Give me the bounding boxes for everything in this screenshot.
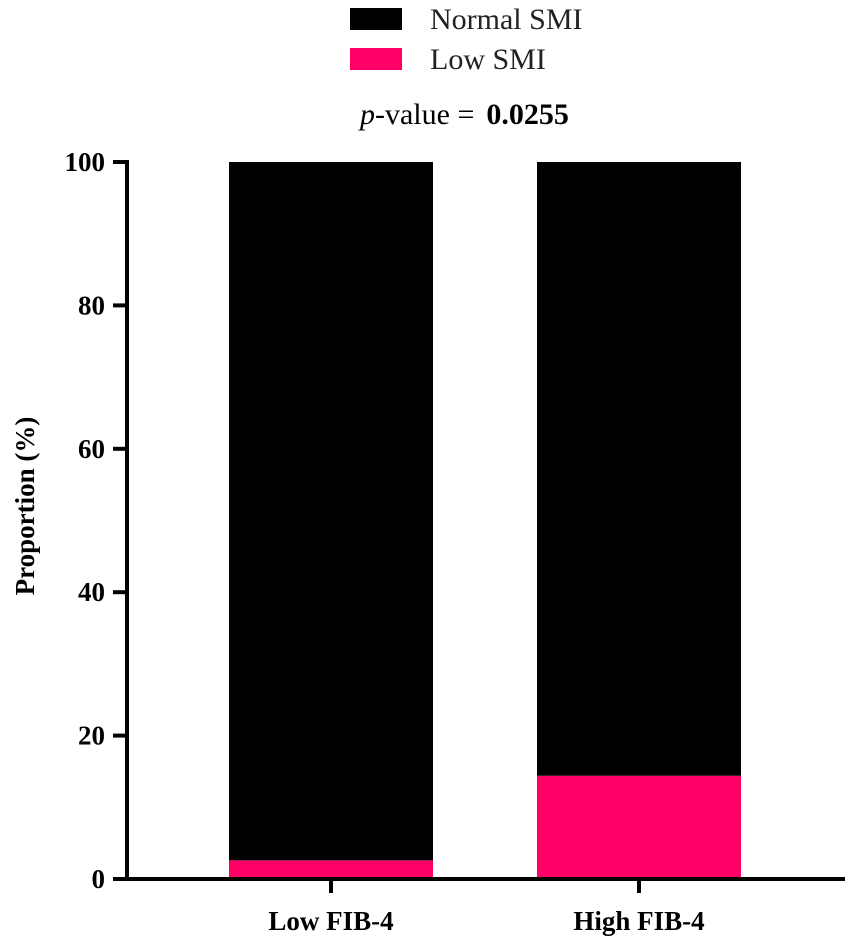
p-value-italic: p bbox=[358, 98, 375, 131]
p-value-annotation: p-value = 0.0255 bbox=[358, 98, 569, 131]
y-tick-label: 80 bbox=[78, 290, 105, 320]
bars bbox=[229, 162, 741, 879]
y-tick-label: 40 bbox=[78, 577, 105, 607]
y-tick-label: 20 bbox=[78, 721, 105, 751]
p-value-number: 0.0255 bbox=[486, 98, 569, 131]
y-tick-label: 0 bbox=[92, 864, 106, 894]
x-axis-categories: Low FIB-4 High FIB-4 bbox=[268, 879, 705, 936]
legend: Normal SMI Low SMI bbox=[350, 3, 583, 76]
legend-swatch-low-smi bbox=[350, 48, 402, 70]
x-category-label: Low FIB-4 bbox=[268, 906, 393, 936]
bar-low-smi bbox=[229, 860, 433, 879]
y-axis-title: Proportion (%) bbox=[10, 417, 40, 596]
legend-label-low-smi: Low SMI bbox=[430, 43, 546, 76]
p-value-label: -value = bbox=[375, 98, 474, 131]
y-axis-ticks: 0 20 40 60 80 100 bbox=[65, 147, 127, 894]
bar-low-smi bbox=[537, 775, 741, 879]
x-category-label: High FIB-4 bbox=[573, 906, 704, 936]
bar-normal-smi bbox=[229, 162, 433, 861]
legend-swatch-normal-smi bbox=[350, 8, 402, 30]
bar-normal-smi bbox=[537, 162, 741, 776]
y-tick-label: 100 bbox=[65, 147, 106, 177]
legend-label-normal-smi: Normal SMI bbox=[430, 3, 583, 36]
y-tick-label: 60 bbox=[78, 434, 105, 464]
